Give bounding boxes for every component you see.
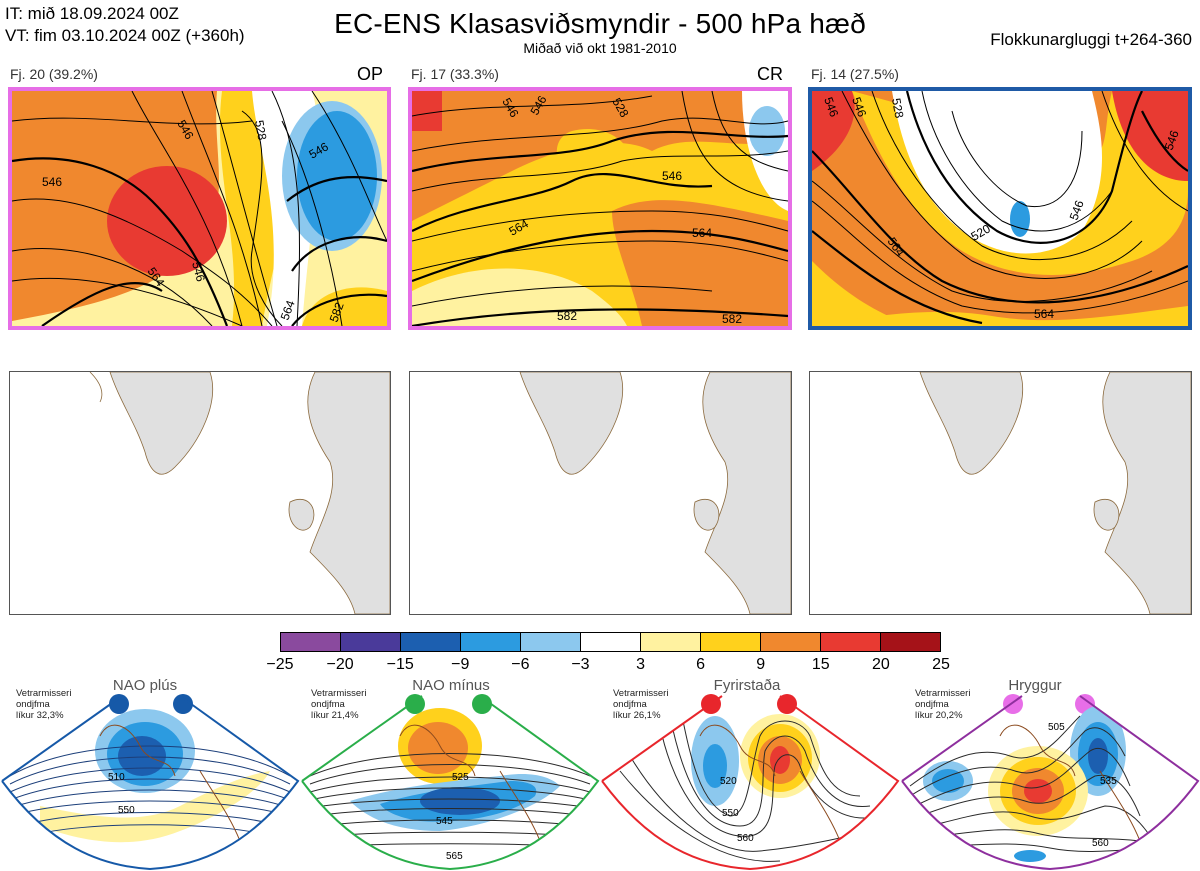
regime-marker <box>405 694 425 714</box>
contour-label: 582 <box>557 309 577 323</box>
cluster-1-label: Fj. 20 (39.2%) <box>10 66 98 82</box>
contour-label: 546 <box>662 169 682 183</box>
cluster-1-map[interactable]: 546 546 546 564 528 546 564 582 <box>8 87 391 330</box>
legend-tick-label: 6 <box>696 656 706 673</box>
legend-swatch <box>641 633 701 651</box>
contour-label: 528 <box>252 119 269 141</box>
contour-label: 564 <box>1034 307 1054 321</box>
regime-marker <box>109 694 129 714</box>
contour-label: 550 <box>118 805 135 816</box>
color-legend <box>280 632 941 652</box>
contour-label: 582 <box>722 312 742 326</box>
contour-label: 545 <box>436 816 453 827</box>
header-dates: IT: mið 18.09.2024 00Z VT: fim 03.10.202… <box>5 3 245 47</box>
contour-label: 520 <box>720 776 737 787</box>
legend-swatch <box>341 633 401 651</box>
regime-nao-plus[interactable]: Vetrarmisseri ondjfma líkur 32,3% NAO plús… <box>0 676 300 871</box>
contour-label: 546 <box>821 95 841 119</box>
contour-label: 582 <box>327 300 347 324</box>
contour-label: 565 <box>446 851 463 862</box>
cluster-1-tag: OP <box>357 64 384 84</box>
contour-label: 560 <box>737 833 754 844</box>
regime-marker <box>173 694 193 714</box>
legend-swatch <box>521 633 581 651</box>
legend-swatch <box>701 633 761 651</box>
page-subtitle: Miðað við okt 1981-2010 <box>523 40 677 56</box>
contour-label: 528 <box>889 97 906 119</box>
legend-tick-label: 3 <box>636 656 645 673</box>
legend-tick-label: −3 <box>571 656 590 673</box>
legend-tick-label: −25 <box>266 656 294 673</box>
contour-label: 546 <box>849 95 869 119</box>
regime-blocking[interactable]: Vetrarmisseri ondjfma líkur 26,1% Fyrirsta… <box>600 676 900 871</box>
regime-marker <box>777 694 797 714</box>
empty-map-3[interactable] <box>809 371 1192 615</box>
contour-label: 546 <box>1067 198 1087 222</box>
valid-time: VT: fim 03.10.2024 00Z (+360h) <box>5 26 245 45</box>
legend-tick-label: 9 <box>756 656 766 673</box>
regime-title: Hryggur <box>1008 677 1062 694</box>
cluster-2-map[interactable]: 546 528 546 546 564 564 582 582 <box>408 87 792 330</box>
legend-swatch <box>401 633 461 651</box>
contour-label: 535 <box>1100 776 1117 787</box>
regime-nao-minus[interactable]: Vetrarmisseri ondjfma líkur 21,4% NAO mínu… <box>300 676 600 871</box>
contour-label: 564 <box>692 226 712 240</box>
regime-marker <box>472 694 492 714</box>
legend-tick-label: −9 <box>451 656 470 673</box>
legend-swatch <box>281 633 341 651</box>
contour-label: 510 <box>108 772 125 783</box>
regime-note: Vetrarmisseri ondjfma líkur 20,2% <box>915 688 971 721</box>
legend-tick-label: 20 <box>872 656 890 673</box>
regime-title: NAO plús <box>112 677 178 694</box>
regime-ridge[interactable]: Vetrarmisseri ondjfma líkur 20,2% Hryggur <box>900 676 1200 871</box>
legend-swatch <box>461 633 521 651</box>
regime-note: Vetrarmisseri ondjfma líkur 26,1% <box>613 688 669 721</box>
regime-note: Vetrarmisseri ondjfma líkur 32,3% <box>16 688 72 721</box>
legend-tick-label: −20 <box>326 656 354 673</box>
regime-note: Vetrarmisseri ondjfma líkur 21,4% <box>311 688 367 721</box>
empty-map-2[interactable] <box>409 371 792 615</box>
legend-tick-label: 25 <box>932 656 950 673</box>
cluster-2-label: Fj. 17 (33.3%) <box>411 66 499 82</box>
legend-swatch <box>881 633 940 651</box>
initial-time: IT: mið 18.09.2024 00Z <box>5 4 179 23</box>
contour-label: 546 <box>42 175 62 189</box>
cluster-3-label: Fj. 14 (27.5%) <box>811 66 899 82</box>
contour-label: 550 <box>722 808 739 819</box>
contour-label: 560 <box>1092 838 1109 849</box>
legend-tick-label: −15 <box>386 656 414 673</box>
clustering-window: Flokkunargluggi t+264-360 <box>990 30 1192 49</box>
contour-label: 546 <box>1162 128 1182 152</box>
regime-title: Fyrirstaða <box>713 677 781 694</box>
page-title: EC-ENS Klasasviðsmyndir - 500 hPa hæð <box>334 8 866 39</box>
contour-label: 525 <box>452 772 469 783</box>
legend-ticks: −25 −20 −15 −9 −6 −3 3 6 9 15 20 25 <box>258 656 964 674</box>
cluster-3-map[interactable]: 546 546 528 546 520 546 564 564 <box>808 87 1192 330</box>
regime-title: NAO mínus <box>412 677 490 694</box>
contour-label: 546 <box>189 260 208 283</box>
contour-label: 564 <box>278 298 298 322</box>
legend-swatch <box>581 633 641 651</box>
legend-swatch <box>821 633 881 651</box>
legend-swatch <box>761 633 821 651</box>
contour-label: 505 <box>1048 722 1065 733</box>
legend-tick-label: −6 <box>511 656 530 673</box>
legend-tick-label: 15 <box>811 656 830 673</box>
empty-map-1[interactable] <box>9 371 391 615</box>
cluster-2-tag: CR <box>757 64 783 84</box>
